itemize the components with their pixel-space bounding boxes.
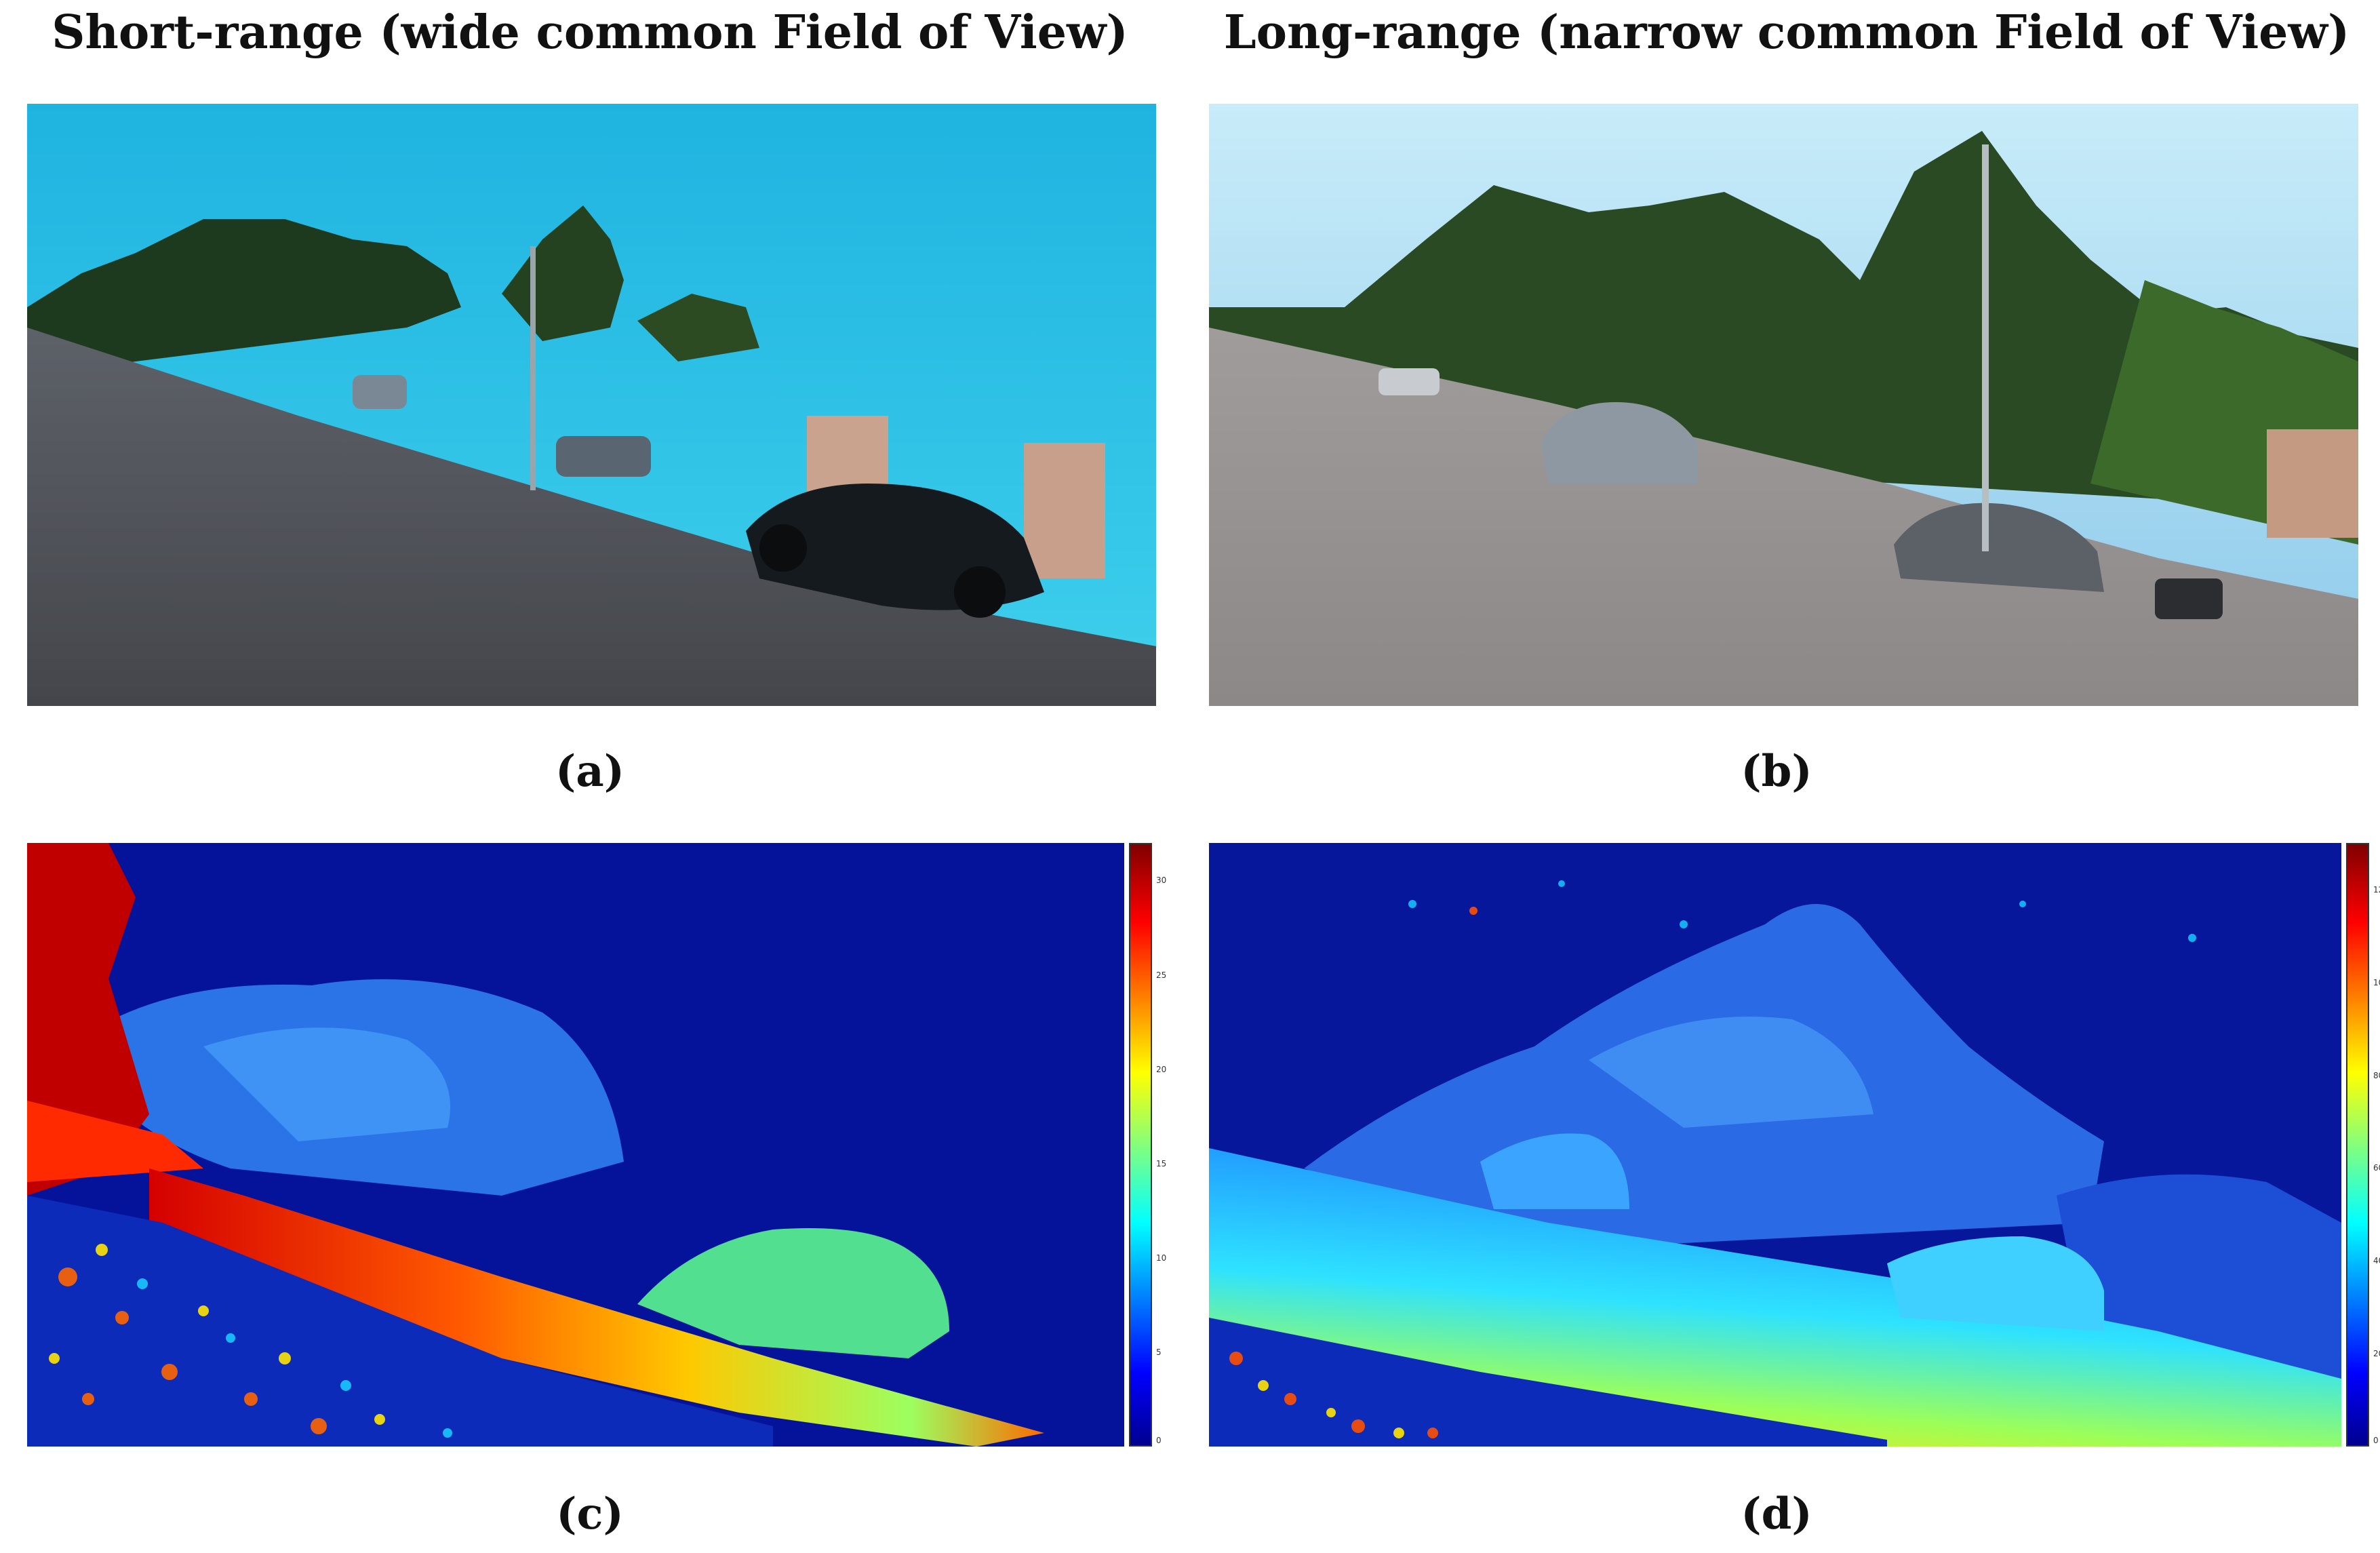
disparity-map-long-range [1209,843,2341,1447]
colorbar-tick: 100 [2373,977,2380,987]
colorbar-gradient [1129,843,1152,1447]
label-a: (a) [555,746,625,797]
colorbar-tick: 0 [2373,1436,2379,1446]
label-b: (b) [1741,746,1812,797]
colorbar-tick: 0 [1156,1436,1162,1446]
disparity-map-short-range [27,843,1124,1447]
photo-short-range [27,104,1156,706]
colorbar-long-range: 120 100 80 60 40 20 0 [2346,843,2380,1447]
label-d: (d) [1741,1489,1812,1539]
title-long-range: Long-range (narrow common Field of View) [1223,5,2350,60]
photo-long-range [1209,104,2358,706]
colorbar-tick: 30 [1156,876,1167,886]
colorbar-short-range: 30 25 20 15 10 5 0 [1129,843,1166,1447]
colorbar-tick: 15 [1156,1158,1167,1168]
colorbar-tick: 20 [1156,1064,1167,1074]
title-short-range: Short-range (wide common Field of View) [52,5,1128,60]
colorbar-tick: 40 [2373,1255,2380,1265]
colorbar-tick: 20 [2373,1348,2380,1358]
colorbar-tick: 10 [1156,1253,1167,1263]
colorbar-gradient [2346,843,2369,1447]
colorbar-tick: 120 [2373,884,2380,895]
colorbar-tick: 25 [1156,970,1167,980]
label-c: (c) [556,1489,624,1539]
colorbar-tick: 5 [1156,1348,1162,1358]
colorbar-tick: 80 [2373,1070,2380,1080]
colorbar-tick: 60 [2373,1162,2380,1173]
